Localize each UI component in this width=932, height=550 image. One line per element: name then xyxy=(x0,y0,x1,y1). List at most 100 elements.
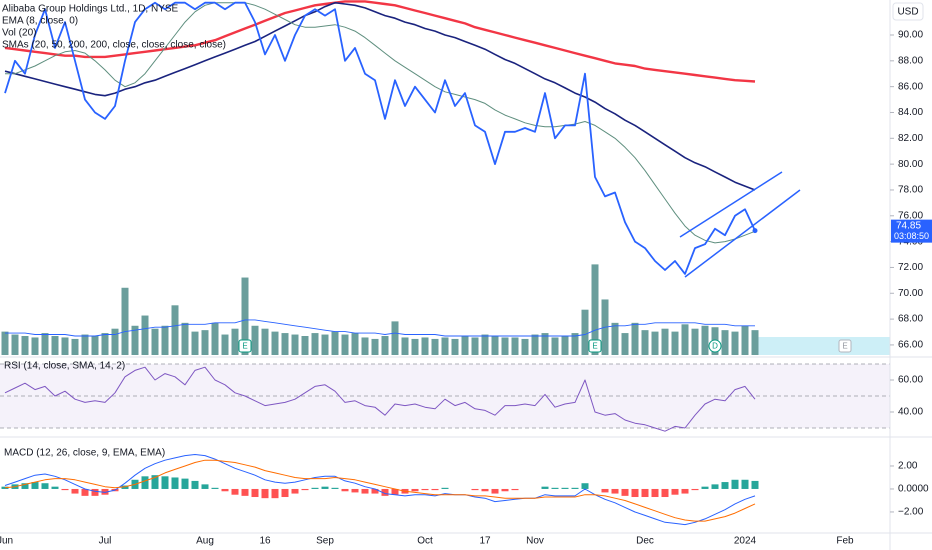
macd-histogram-bar xyxy=(281,488,289,498)
volume-bar xyxy=(81,334,89,355)
volume-bar xyxy=(91,336,99,355)
macd-histogram-bar xyxy=(161,476,169,489)
volume-bar xyxy=(291,334,299,355)
y-tick-label: −2.00 xyxy=(898,507,924,518)
volume-bar xyxy=(411,338,419,355)
event-label: D xyxy=(712,342,718,351)
macd-histogram-bar xyxy=(481,488,489,492)
countdown: 03:08:50 xyxy=(894,231,929,241)
volume-bar xyxy=(101,333,109,355)
y-tick-label: 70.00 xyxy=(898,288,923,299)
indicator-label: EMA (8, close, 0) xyxy=(2,16,78,27)
macd-histogram-bar xyxy=(701,486,709,489)
y-tick-label: 76.00 xyxy=(898,210,923,221)
macd-histogram-bar xyxy=(321,486,329,489)
macd-histogram-bar xyxy=(741,479,749,489)
macd-histogram-bar xyxy=(371,488,379,494)
volume-bar xyxy=(591,264,599,355)
volume-bar xyxy=(1,331,9,355)
volume-bar xyxy=(211,322,219,355)
x-tick-label: Jun xyxy=(0,536,13,547)
macd-histogram-bar xyxy=(261,488,269,499)
macd-histogram-bar xyxy=(511,488,519,491)
volume-bar xyxy=(461,336,469,355)
y-tick-label: 60.00 xyxy=(898,375,923,386)
currency-box[interactable] xyxy=(892,2,924,21)
volume-bar xyxy=(221,334,229,355)
macd-histogram-bar xyxy=(621,488,629,496)
volume-bar xyxy=(701,325,709,355)
y-tick-label: 80.00 xyxy=(898,159,923,170)
x-tick-label: 16 xyxy=(259,536,271,547)
volume-bar xyxy=(41,333,49,355)
y-tick-label: 72.00 xyxy=(898,262,923,273)
macd-line xyxy=(4,459,756,522)
volume-bar xyxy=(161,325,169,355)
macd-histogram-bar xyxy=(551,487,559,489)
macd-histogram-bar xyxy=(81,488,89,496)
volume-bar xyxy=(531,334,539,355)
macd-histogram-bar xyxy=(471,488,479,491)
volume-bar xyxy=(441,337,449,355)
macd-histogram-bar xyxy=(691,488,699,491)
channel-lower xyxy=(684,189,801,278)
y-tick-label: 66.00 xyxy=(898,340,923,351)
volume-bar xyxy=(391,321,399,355)
macd-histogram-bar xyxy=(101,488,109,495)
macd-histogram-bar xyxy=(661,488,669,498)
x-tick-label: Oct xyxy=(417,536,433,547)
macd-histogram-bar xyxy=(651,488,659,498)
price-line xyxy=(5,2,756,244)
volume-bar xyxy=(151,328,159,355)
macd-histogram-bar xyxy=(301,488,309,491)
chart-title: Alibaba Group Holdings Ltd., 1D, NYSE xyxy=(2,4,179,15)
volume-bar xyxy=(691,328,699,355)
volume-ma-line xyxy=(5,319,755,337)
y-tick-label: 68.00 xyxy=(898,314,923,325)
macd-histogram-bar xyxy=(221,488,229,492)
volume-bar xyxy=(481,334,489,355)
last-price-label: 74.85 xyxy=(896,220,921,231)
volume-bar xyxy=(111,328,119,355)
macd-histogram-bar xyxy=(351,488,359,493)
price-line xyxy=(4,1,756,275)
macd-title: MACD (12, 26, close, 9, EMA, EMA) xyxy=(4,448,165,459)
macd-histogram-bar xyxy=(381,488,389,496)
rsi-title: RSI (14, close, SMA, 14, 2) xyxy=(4,361,125,372)
volume-bar xyxy=(451,338,459,355)
last-price-box xyxy=(891,219,932,243)
volume-bar xyxy=(301,336,309,355)
macd-histogram-bar xyxy=(251,488,259,498)
volume-bar xyxy=(271,331,279,355)
volume-bar xyxy=(141,315,149,355)
macd-histogram-bar xyxy=(141,476,149,489)
x-tick-label: Feb xyxy=(836,536,854,547)
x-tick-label: Jul xyxy=(99,536,112,547)
volume-bar xyxy=(51,336,59,355)
volume-bar xyxy=(561,336,569,355)
y-tick-label: 0.0000 xyxy=(898,484,929,495)
volume-bar xyxy=(131,325,139,355)
channel-upper xyxy=(679,171,783,238)
macd-histogram-bar xyxy=(671,488,679,495)
y-tick-label: 82.00 xyxy=(898,133,923,144)
volume-bar xyxy=(551,337,559,355)
volume-bar xyxy=(741,325,749,355)
y-tick-label: 84.00 xyxy=(898,107,923,118)
volume-bar xyxy=(661,328,669,355)
y-tick-label: 90.00 xyxy=(898,30,923,41)
macd-histogram-bar xyxy=(211,487,219,489)
x-tick-label: Nov xyxy=(526,536,544,547)
macd-histogram-bar xyxy=(171,477,179,489)
volume-bar xyxy=(611,322,619,355)
volume-bar xyxy=(121,287,129,355)
volume-bar xyxy=(181,322,189,355)
volume-bar xyxy=(261,328,269,355)
event-marker xyxy=(838,339,852,353)
volume-bar xyxy=(681,324,689,355)
macd-line xyxy=(4,454,756,526)
volume-bar xyxy=(651,331,659,355)
macd-histogram-bar xyxy=(91,488,99,496)
volume-bar xyxy=(401,337,409,355)
last-price-dot xyxy=(752,228,758,234)
